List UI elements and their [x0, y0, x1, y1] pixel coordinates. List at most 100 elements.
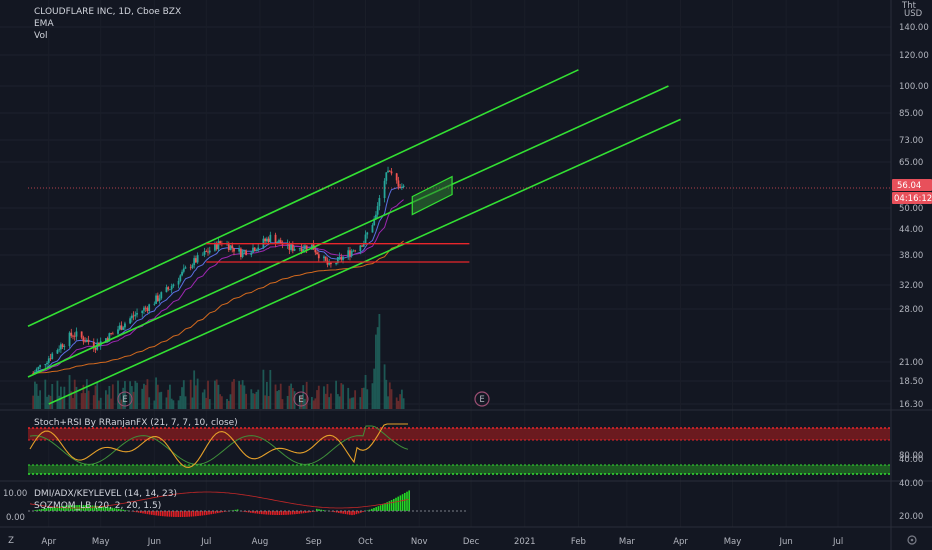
volume-bar	[118, 393, 121, 409]
volume-bar	[364, 374, 367, 409]
candle-body	[196, 255, 199, 263]
volume-bar	[39, 390, 42, 409]
volume-bar	[44, 379, 47, 409]
candle-body	[298, 248, 301, 249]
candle-body	[217, 241, 220, 250]
volume-bar	[269, 369, 272, 409]
sqz-histogram-bar	[197, 511, 199, 517]
candle-body	[156, 295, 159, 301]
sqz-histogram-bar	[170, 511, 173, 517]
sqz-histogram-bar	[164, 511, 166, 517]
candle-body	[207, 251, 209, 253]
volume-bar	[371, 383, 374, 409]
candle-body	[324, 256, 327, 261]
volume-bar	[181, 387, 183, 409]
volume-bar	[189, 379, 192, 409]
sqz-histogram-bar	[267, 511, 270, 515]
volume-bar	[241, 380, 244, 409]
earnings-marker[interactable]: E	[474, 391, 490, 407]
time-tick: Nov	[411, 537, 428, 547]
sqz-histogram-bar	[146, 511, 149, 515]
sqz-histogram-bar	[346, 511, 349, 515]
ema-mid-line	[33, 199, 404, 374]
sqz-histogram-bar	[177, 511, 179, 517]
sqz-histogram-bar	[151, 511, 153, 515]
channel-drawings[interactable]	[27, 69, 891, 405]
candle-body	[184, 267, 187, 269]
svg-text:E: E	[298, 395, 303, 405]
volume-bar	[153, 400, 156, 409]
price-tick: 21.00	[899, 358, 923, 368]
volume-bar	[375, 334, 377, 409]
volume-bar	[383, 364, 386, 409]
candle-body	[385, 172, 388, 181]
volume-bar	[290, 383, 293, 409]
volume-bar	[316, 390, 318, 409]
volume-bar	[387, 396, 389, 409]
sqz-histogram-bar	[298, 511, 300, 514]
volume-bar	[323, 386, 325, 409]
sqz-histogram-bar	[219, 511, 221, 513]
volume-bar	[80, 393, 83, 409]
sqz-histogram-bar	[210, 511, 212, 515]
earnings-marker[interactable]: E	[293, 391, 309, 407]
volume-bar	[158, 392, 161, 409]
volume-bar	[47, 394, 50, 409]
volume-bars	[32, 314, 405, 409]
sqz-histogram-bar	[137, 511, 140, 513]
candle-body	[326, 260, 329, 265]
sqz-histogram-bar	[179, 511, 182, 517]
candle-body	[390, 171, 393, 174]
sqz-histogram-bar	[373, 507, 375, 511]
candle-body	[366, 232, 369, 235]
sqz-histogram-bar	[318, 509, 320, 511]
sqz-histogram-bar	[173, 511, 175, 517]
price-tick: 120.00	[899, 51, 929, 61]
sqz-histogram-bar	[362, 511, 364, 513]
sqz-histogram-bar	[388, 501, 391, 511]
earnings-marker[interactable]: E	[117, 391, 133, 407]
volume-bar	[120, 399, 123, 409]
svg-text:E: E	[479, 395, 484, 405]
volume-bar	[72, 398, 74, 409]
volume-bar	[141, 388, 144, 409]
volume-bar	[144, 385, 147, 409]
sqz-histogram-bar	[353, 511, 355, 515]
sqz-histogram-bar	[38, 509, 41, 511]
candle-body	[58, 349, 61, 351]
candle-body	[177, 280, 180, 285]
candle-body	[269, 234, 272, 242]
volume-bar	[347, 387, 350, 409]
volume-bar	[124, 381, 126, 409]
candle-body	[229, 245, 232, 250]
volume-bar	[233, 379, 235, 409]
candle-body	[47, 358, 50, 363]
volume-bar	[390, 389, 393, 409]
zoom-icon[interactable]: Z	[8, 536, 14, 546]
bar-countdown: 04:16:12	[894, 194, 932, 204]
sqz-histogram-bar	[300, 511, 303, 514]
time-tick: Jul	[832, 537, 843, 547]
candle-body	[288, 243, 291, 250]
volume-bar	[378, 314, 381, 409]
volume-bar	[252, 393, 254, 409]
sqz-histogram-bar	[322, 510, 325, 511]
price-tick: 140.00	[899, 23, 929, 33]
candle-body	[400, 187, 403, 188]
price-tick: 50.00	[899, 204, 923, 214]
candle-body	[49, 358, 52, 360]
settings-icon[interactable]	[907, 535, 917, 545]
dmi-title: DMI/ADX/KEYLEVEL (14, 14, 23)	[34, 489, 177, 499]
dmi-tick: 0.00	[6, 513, 25, 523]
candle-body	[359, 245, 362, 252]
time-axis[interactable]: Apr May Jun Jul Aug Sep Oct Nov Dec 2021 Feb Mar Apr…	[41, 537, 843, 547]
candle-body	[205, 251, 208, 252]
volume-bar	[208, 399, 211, 409]
volume-bar	[85, 379, 88, 409]
price-tick: 100.00	[899, 82, 929, 92]
volume-bar	[253, 393, 256, 409]
price-axis[interactable]: Tht USD 140.00 120.00 100.00 85.00 73.00 65.0…	[890, 0, 932, 550]
price-tick: 85.00	[899, 109, 923, 119]
candle-body	[167, 287, 170, 290]
